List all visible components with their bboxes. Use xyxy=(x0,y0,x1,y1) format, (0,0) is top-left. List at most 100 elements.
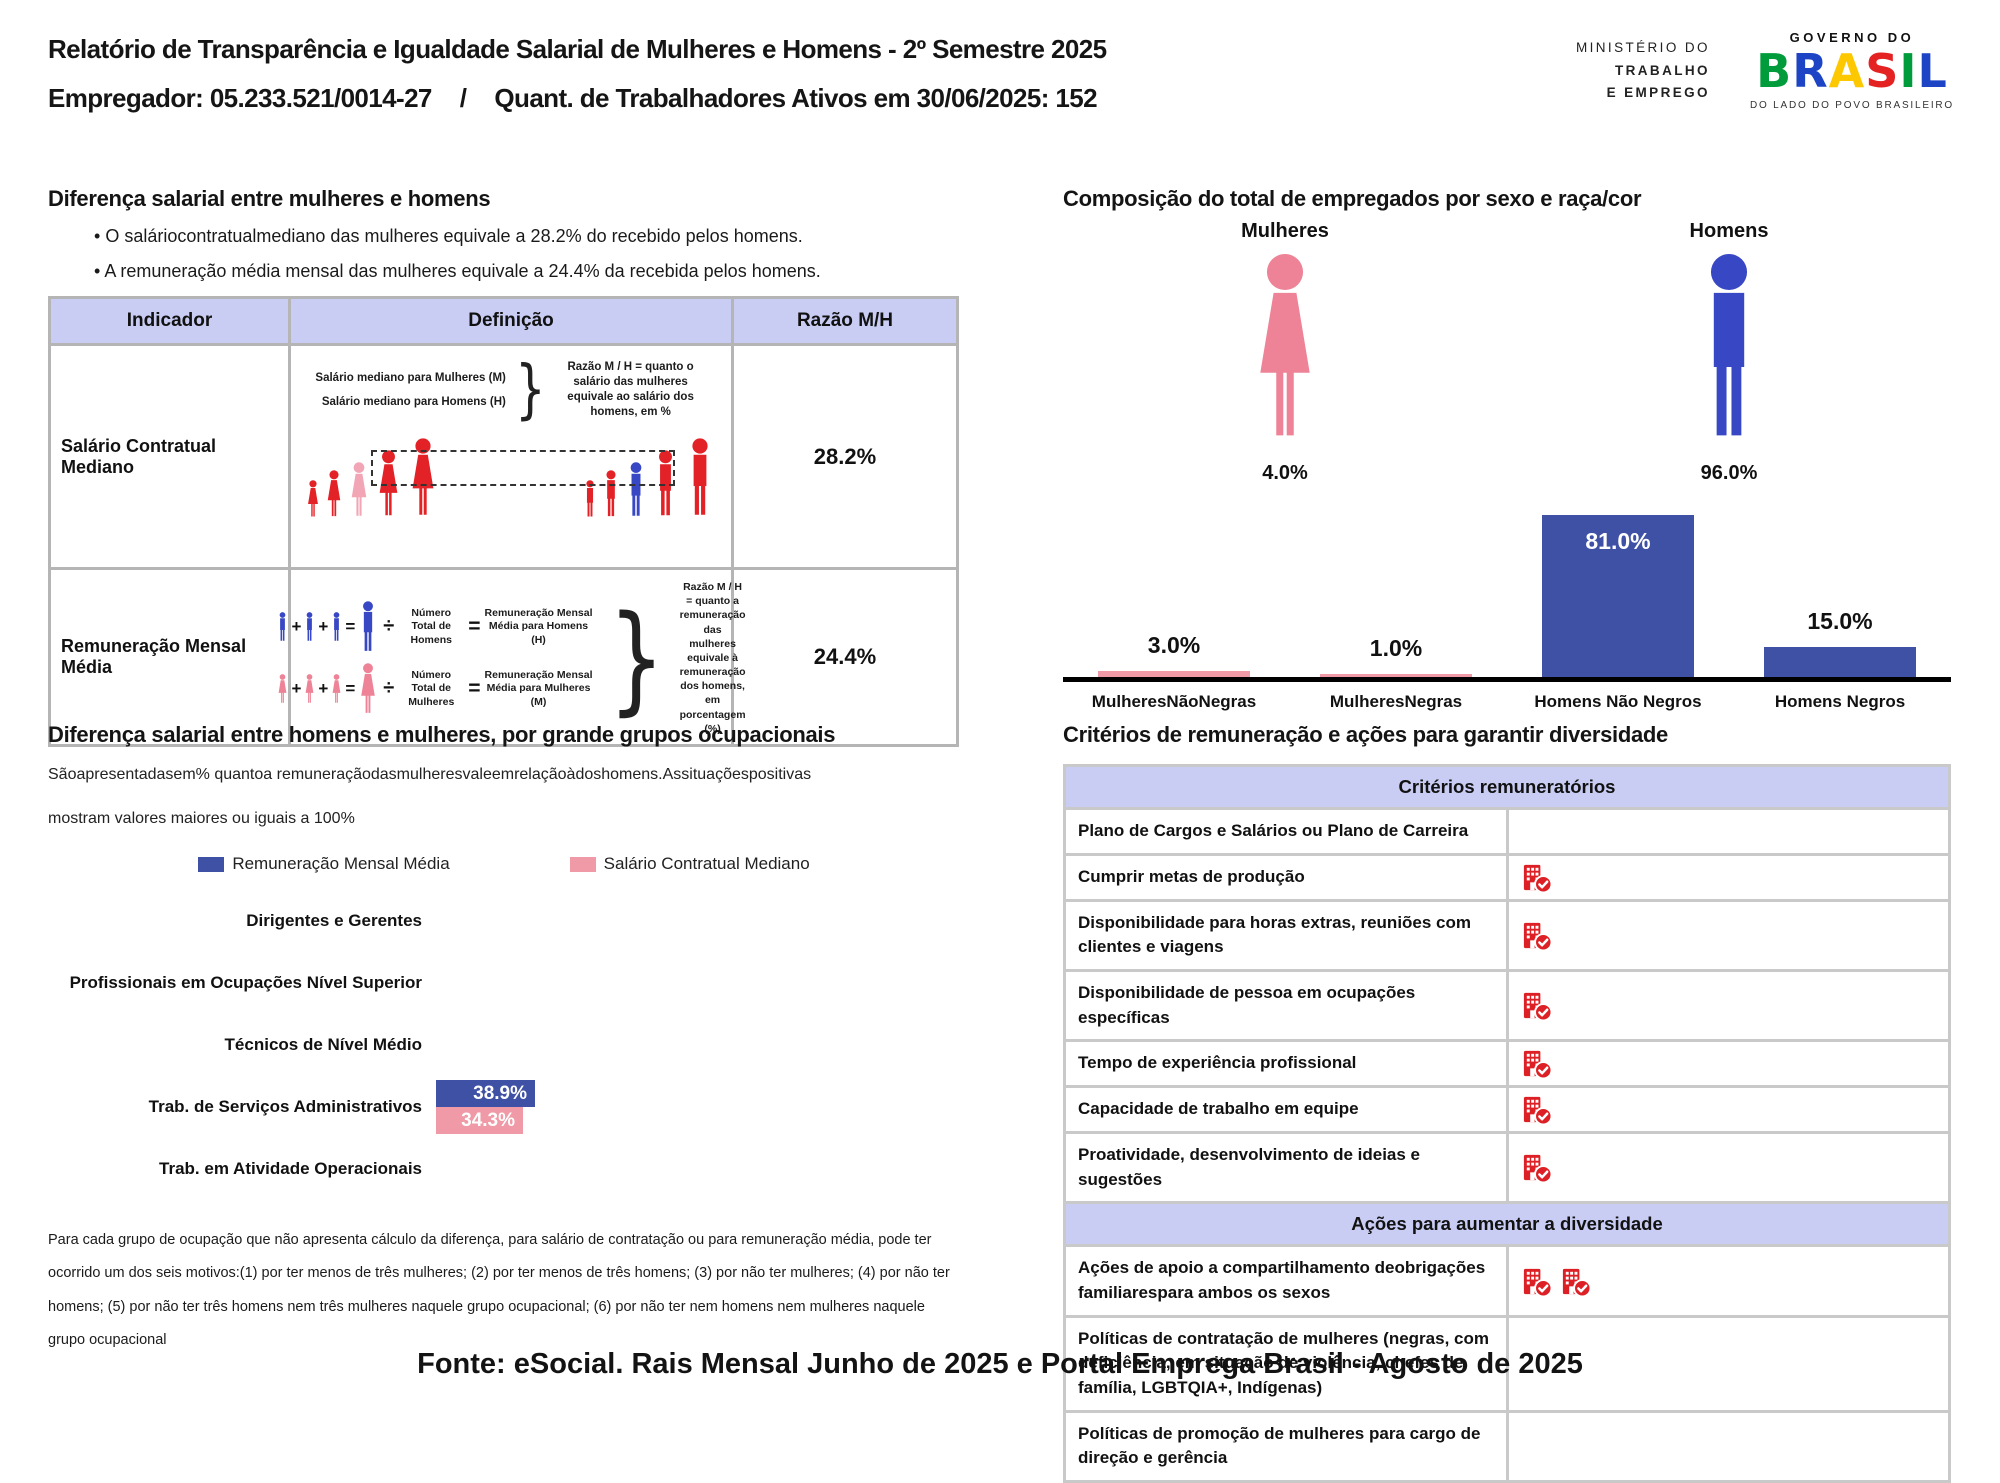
criteria-section-header-row: Critérios remuneratórios xyxy=(1063,764,1951,810)
ratio-note: Razão M / H = quanto a remuneração das m… xyxy=(679,581,746,735)
legend-swatch xyxy=(569,856,596,872)
criteria-row: Ações de apoio a compartilhamento deobri… xyxy=(1063,1244,1951,1318)
col-indicador: Indicador xyxy=(48,296,291,346)
criteria-icon-cell xyxy=(1505,1039,1951,1089)
men-split: Homens 96.0% xyxy=(1569,220,1889,485)
composition-categories: MulheresNãoNegras MulheresNegras Homens Nã… xyxy=(1063,682,1951,712)
criteria-row: Capacidade de trabalho em equipe xyxy=(1063,1085,1951,1135)
comp-bar-group: 15.0% xyxy=(1729,507,1951,677)
comp-bar xyxy=(1098,671,1250,677)
comp-bar-value: 15.0% xyxy=(1807,608,1873,634)
criteria-row: Proatividade, desenvolvimento de ideias … xyxy=(1063,1131,1951,1205)
occupation-row: Trab. de Serviços Administrativos 38.9% 34… xyxy=(48,1076,960,1138)
brace-glyph xyxy=(608,599,664,717)
page-subtitle: Empregador: 05.233.521/0014-27 / Quant. … xyxy=(48,83,1106,114)
woman-icon xyxy=(305,480,321,518)
table-row: Salário Contratual Mediano Salário media… xyxy=(48,343,959,570)
man-icon xyxy=(276,612,289,642)
sex-split: Mulheres 4.0% Homens 96.0% xyxy=(1063,220,1951,485)
section-salary-gap: Diferença salarial entre mulheres e home… xyxy=(48,186,959,747)
building-check-icon xyxy=(1521,920,1552,951)
criteria-row: Políticas de promoção de mulheres para c… xyxy=(1063,1409,1951,1483)
bullet-mean-salary: A remuneração média mensal das mulheres … xyxy=(94,261,958,282)
definition-diagram: + + = ÷ Número Total de Homens = Remuneração M… xyxy=(290,567,746,747)
man-icon xyxy=(303,612,316,642)
median-women-label: Salário mediano para Mulheres (M) xyxy=(315,372,506,384)
comp-bar-value: 81.0% xyxy=(1585,528,1651,554)
indicator-table: Indicador Definição Razão M/H Salário Co… xyxy=(48,296,959,747)
occupation-label: Profissionais em Ocupações Nível Superio… xyxy=(69,973,422,992)
occupation-row: Técnicos de Nível Médio xyxy=(48,1014,960,1076)
criteria-icon-cell xyxy=(1505,1085,1951,1135)
criteria-label: Ações de apoio a compartilhamento deobri… xyxy=(1063,1244,1509,1318)
occupation-label: Trab. em Atividade Operacionais xyxy=(159,1159,422,1178)
brasil-letter: A xyxy=(1828,44,1866,98)
chart-legend: Remuneração Mensal Média Salário Contratu… xyxy=(48,854,960,874)
criteria-label: Disponibilidade para horas extras, reuni… xyxy=(1063,898,1509,972)
comp-bar-value: 1.0% xyxy=(1369,635,1423,661)
men-percent: 96.0% xyxy=(1700,462,1758,484)
comp-category-label: Homens Não Negros xyxy=(1534,692,1702,711)
comp-category-label: MulheresNegras xyxy=(1329,692,1463,711)
section-title: Critérios de remuneração e ações para ga… xyxy=(1063,722,1668,747)
indicator-name: Remuneração Mensal Média xyxy=(48,567,291,747)
page-title: Relatório de Transparência e Igualdade S… xyxy=(48,34,1107,64)
occupation-row: Dirigentes e Gerentes xyxy=(48,890,960,952)
comp-category-label: MulheresNãoNegras xyxy=(1091,692,1257,711)
woman-icon xyxy=(303,674,316,704)
criteria-row: Cumprir metas de produção xyxy=(1063,852,1951,902)
logos: MINISTÉRIO DO TRABALHO E EMPREGO GOVERNO… xyxy=(1576,30,1954,111)
section-title: Diferença salarial entre mulheres e home… xyxy=(48,186,491,211)
woman-icon xyxy=(324,470,344,518)
source-footer: Fonte: eSocial. Rais Mensal Junho de 202… xyxy=(417,1348,1583,1380)
comp-bar-value: 3.0% xyxy=(1147,632,1201,658)
man-icon xyxy=(330,612,343,642)
definition-diagram: Salário mediano para Mulheres (M) Salári… xyxy=(288,343,734,570)
occupation-bar: 34.3% xyxy=(436,1107,523,1134)
criteria-icon-cell xyxy=(1505,968,1951,1043)
brasil-wordmark: BRASIL xyxy=(1750,47,1954,95)
building-check-icon xyxy=(1521,1152,1552,1183)
salary-gap-bullets: O saláriocontratualmediano das mulheres … xyxy=(94,226,958,282)
legend-swatch xyxy=(198,856,225,872)
comp-bar-group: 3.0% xyxy=(1063,507,1285,677)
report-page: Relatório de Transparência e Igualdade S… xyxy=(0,0,2000,1414)
section-title: Diferença salarial entre homens e mulher… xyxy=(48,722,836,747)
woman-icon xyxy=(357,663,379,715)
equation-result: Remuneração Mensal Média para Homens (H) xyxy=(484,607,593,646)
legend-item: Salário Contratual Mediano xyxy=(569,854,810,874)
women-split: Mulheres 4.0% xyxy=(1125,220,1445,485)
building-check-icon xyxy=(1521,1048,1552,1079)
woman-icon xyxy=(276,674,289,704)
ministry-logo: MINISTÉRIO DO TRABALHO E EMPREGO xyxy=(1575,40,1710,100)
building-check-icon xyxy=(1521,1266,1552,1297)
criteria-row: Disponibilidade de pessoa em ocupações e… xyxy=(1063,968,1951,1043)
building-check-icon xyxy=(1521,862,1552,893)
people-pictogram xyxy=(297,434,725,518)
criteria-label: Tempo de experiência profissional xyxy=(1063,1039,1509,1089)
subtitle-separator: / xyxy=(459,83,467,113)
occupation-label: Técnicos de Nível Médio xyxy=(224,1035,422,1054)
criteria-row: Plano de Cargos e Salários ou Plano de C… xyxy=(1063,807,1951,856)
legend-label: Remuneração Mensal Média xyxy=(232,854,450,873)
criteria-label: Cumprir metas de produção xyxy=(1063,852,1509,902)
legend-item: Remuneração Mensal Média xyxy=(198,854,450,874)
section-composition: Composição do total de empregados por se… xyxy=(1063,186,1951,712)
women-label: Mulheres xyxy=(1241,220,1329,242)
equation-result: Remuneração Mensal Média para Mulheres (… xyxy=(484,669,593,708)
criteria-icon-cell xyxy=(1505,1409,1951,1483)
man-icon xyxy=(357,601,379,653)
building-check-icon xyxy=(1521,990,1552,1021)
women-percent: 4.0% xyxy=(1262,462,1308,484)
comp-bar xyxy=(1542,515,1694,677)
section-title: Composição do total de empregados por se… xyxy=(1063,186,1642,211)
occupation-bar: 38.9% xyxy=(436,1080,535,1107)
criteria-icon-cell xyxy=(1505,1314,1951,1413)
men-equation: + + = ÷ Número Total de Homens = Remuneração M… xyxy=(276,601,593,653)
comp-bar-group: 81.0% xyxy=(1507,507,1729,677)
men-label: Homens xyxy=(1689,220,1769,242)
median-men-label: Salário mediano para Homens (H) xyxy=(321,396,506,408)
occupation-row: Trab. em Atividade Operacionais xyxy=(48,1138,960,1200)
comp-bar xyxy=(1764,647,1916,677)
women-equation: + + = ÷ Número Total de Mulheres = Remuneração… xyxy=(276,663,593,715)
